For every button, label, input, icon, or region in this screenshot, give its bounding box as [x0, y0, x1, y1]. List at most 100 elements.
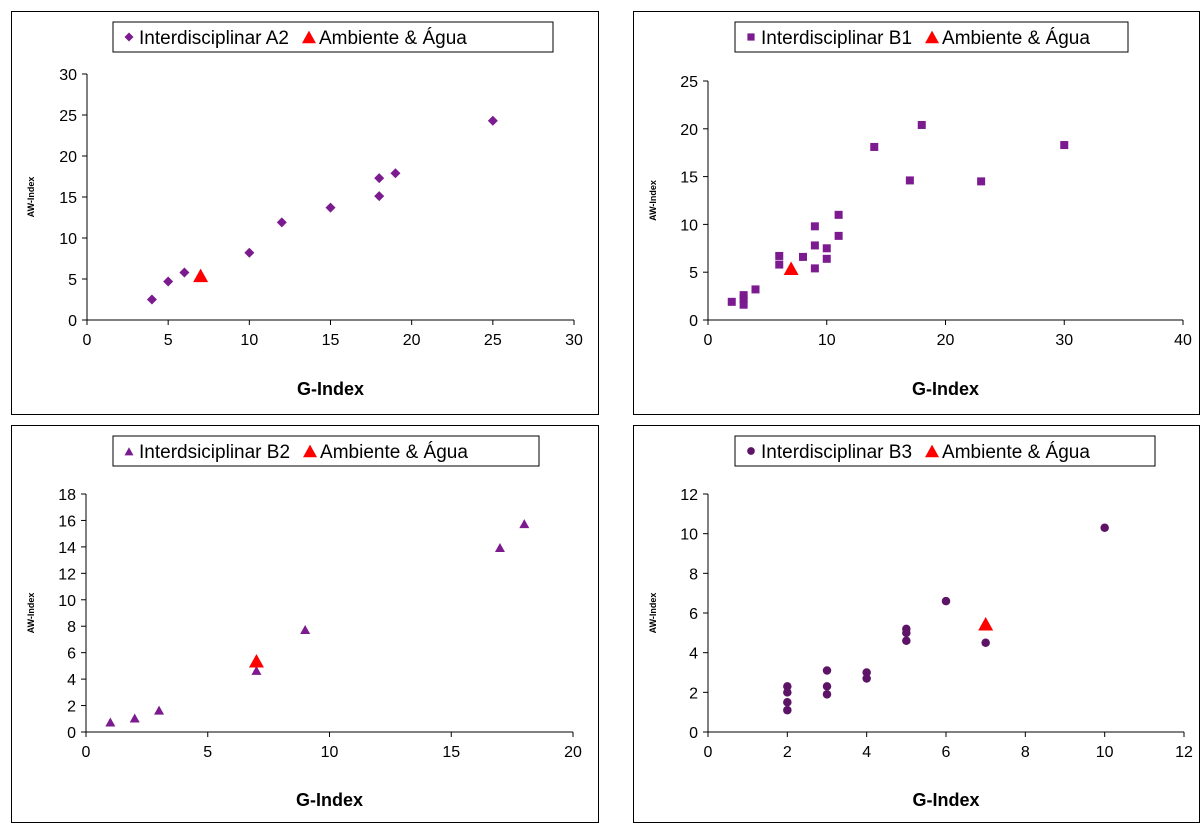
x-tick-label: 12: [1175, 744, 1193, 761]
y-tick-label: 0: [689, 313, 698, 330]
series-main: [783, 523, 1109, 715]
data-point: [810, 241, 819, 250]
y-axis-title: AW-Index: [648, 593, 658, 634]
data-point: [751, 285, 760, 294]
y-tick-label: 12: [680, 487, 698, 504]
x-tick-label: 0: [704, 744, 713, 761]
data-point: [870, 142, 879, 151]
data-point: [822, 666, 832, 675]
y-tick-label: 20: [59, 149, 77, 166]
data-point: [154, 705, 165, 715]
data-point: [799, 252, 807, 261]
data-point: [822, 682, 832, 691]
x-tick-label: 30: [565, 332, 583, 349]
chart-panel-b3: 0 2 4 6 8 10 12 0 2 4 6 8 10 12 G-Index AW-Index Interdi…: [633, 425, 1200, 823]
legend-label: Interdsiciplinar B2: [139, 442, 290, 463]
x-tick-label: 15: [442, 744, 460, 761]
legend-label: Interdisciplinar A2: [139, 28, 289, 49]
data-point: [146, 294, 157, 305]
data-point: [775, 251, 784, 260]
series-highlight: [193, 268, 209, 283]
data-point: [834, 210, 843, 219]
x-tick-label: 4: [862, 744, 871, 761]
y-tick-label: 30: [59, 67, 77, 84]
data-point: [251, 665, 262, 675]
data-point: [374, 173, 385, 184]
data-point: [739, 300, 748, 309]
data-point: [822, 244, 831, 253]
data-point: [862, 668, 871, 677]
legend-marker: [124, 32, 134, 42]
y-axis-title: AW-Index: [26, 593, 36, 634]
legend: Interdisciplinar B3 Ambiente & Água: [734, 435, 1156, 467]
x-tick-label: 8: [1021, 744, 1030, 761]
data-point: [374, 191, 385, 202]
x-axis-title: G-Index: [912, 790, 979, 810]
data-point: [783, 705, 792, 715]
data-point: [775, 260, 784, 269]
legend-marker: [747, 447, 755, 455]
legend-label: Ambiente & Água: [319, 28, 467, 49]
data-point: [822, 254, 831, 263]
y-tick-label: 2: [67, 699, 76, 716]
data-point: [519, 519, 530, 529]
data-point: [487, 115, 498, 126]
data-point: [179, 267, 190, 278]
legend-marker: [925, 30, 940, 44]
scatter-chart: 0 5 10 15 20 25 30 0 5 10 15 20 25 30 G-Index AW-Index I…: [26, 21, 583, 399]
data-point: [978, 617, 994, 631]
chart-panel-b1: 0 5 10 15 20 25 0 10 20 30 40 G-Index AW-Index Interd…: [633, 11, 1200, 415]
y-tick-label: 4: [67, 672, 76, 689]
data-point: [822, 690, 832, 699]
y-tick-label: 6: [689, 606, 698, 623]
data-point: [494, 542, 505, 552]
chart-panel-b2: 0 2 4 6 8 10 12 14 16 18 0 5 10 15 20 G-Index AW-Index In…: [11, 425, 599, 823]
x-tick-label: 5: [203, 744, 212, 761]
data-point: [300, 624, 311, 634]
data-point: [981, 638, 990, 647]
legend-box: [112, 435, 540, 467]
data-point: [1060, 141, 1069, 150]
legend-box: [734, 435, 1156, 467]
legend-marker: [925, 444, 940, 458]
data-point: [905, 176, 914, 185]
axes: 0 5 10 15 20 25 0 10 20 30 40: [680, 74, 1192, 349]
legend-label: Ambiente & Água: [942, 28, 1090, 49]
legend-label: Ambiente & Água: [942, 442, 1090, 463]
x-axis-title: G-Index: [297, 379, 364, 399]
y-tick-label: 4: [689, 646, 698, 663]
y-tick-label: 15: [680, 170, 698, 187]
y-tick-label: 12: [58, 566, 76, 583]
x-tick-label: 10: [1096, 744, 1114, 761]
data-point: [783, 698, 792, 707]
x-tick-label: 20: [564, 744, 582, 761]
legend-marker: [747, 33, 755, 41]
y-axis-title: AW-Index: [26, 177, 36, 218]
data-point: [739, 291, 748, 300]
y-axis-title: AW-Index: [648, 180, 658, 221]
y-tick-label: 0: [68, 313, 77, 330]
x-tick-label: 10: [240, 332, 258, 349]
data-point: [902, 624, 911, 634]
y-tick-label: 25: [680, 74, 698, 91]
scatter-chart: 0 5 10 15 20 25 0 10 20 30 40 G-Index AW-Index Interd…: [648, 21, 1192, 399]
y-tick-label: 10: [59, 231, 77, 248]
y-tick-label: 2: [689, 685, 698, 702]
y-tick-label: 0: [67, 725, 76, 742]
legend-box: [112, 21, 554, 53]
chart-panel-a2: 0 5 10 15 20 25 30 0 5 10 15 20 25 30 G-Index AW-Index I…: [11, 11, 599, 415]
series-main: [146, 115, 498, 305]
y-tick-label: 5: [68, 272, 77, 289]
x-axis-title: G-Index: [296, 790, 363, 810]
y-tick-label: 5: [689, 265, 698, 282]
x-tick-label: 2: [783, 744, 792, 761]
legend: Interdsiciplinar B2 Ambiente & Água: [112, 435, 540, 467]
legend-marker: [303, 444, 318, 458]
x-axis-title: G-Index: [912, 379, 979, 399]
series-highlight: [978, 617, 994, 631]
data-point: [810, 264, 819, 273]
legend: Interdisciplinar A2 Ambiente & Água: [112, 21, 554, 53]
x-tick-label: 6: [942, 744, 951, 761]
legend-marker: [301, 30, 316, 44]
y-tick-label: 10: [680, 217, 698, 234]
